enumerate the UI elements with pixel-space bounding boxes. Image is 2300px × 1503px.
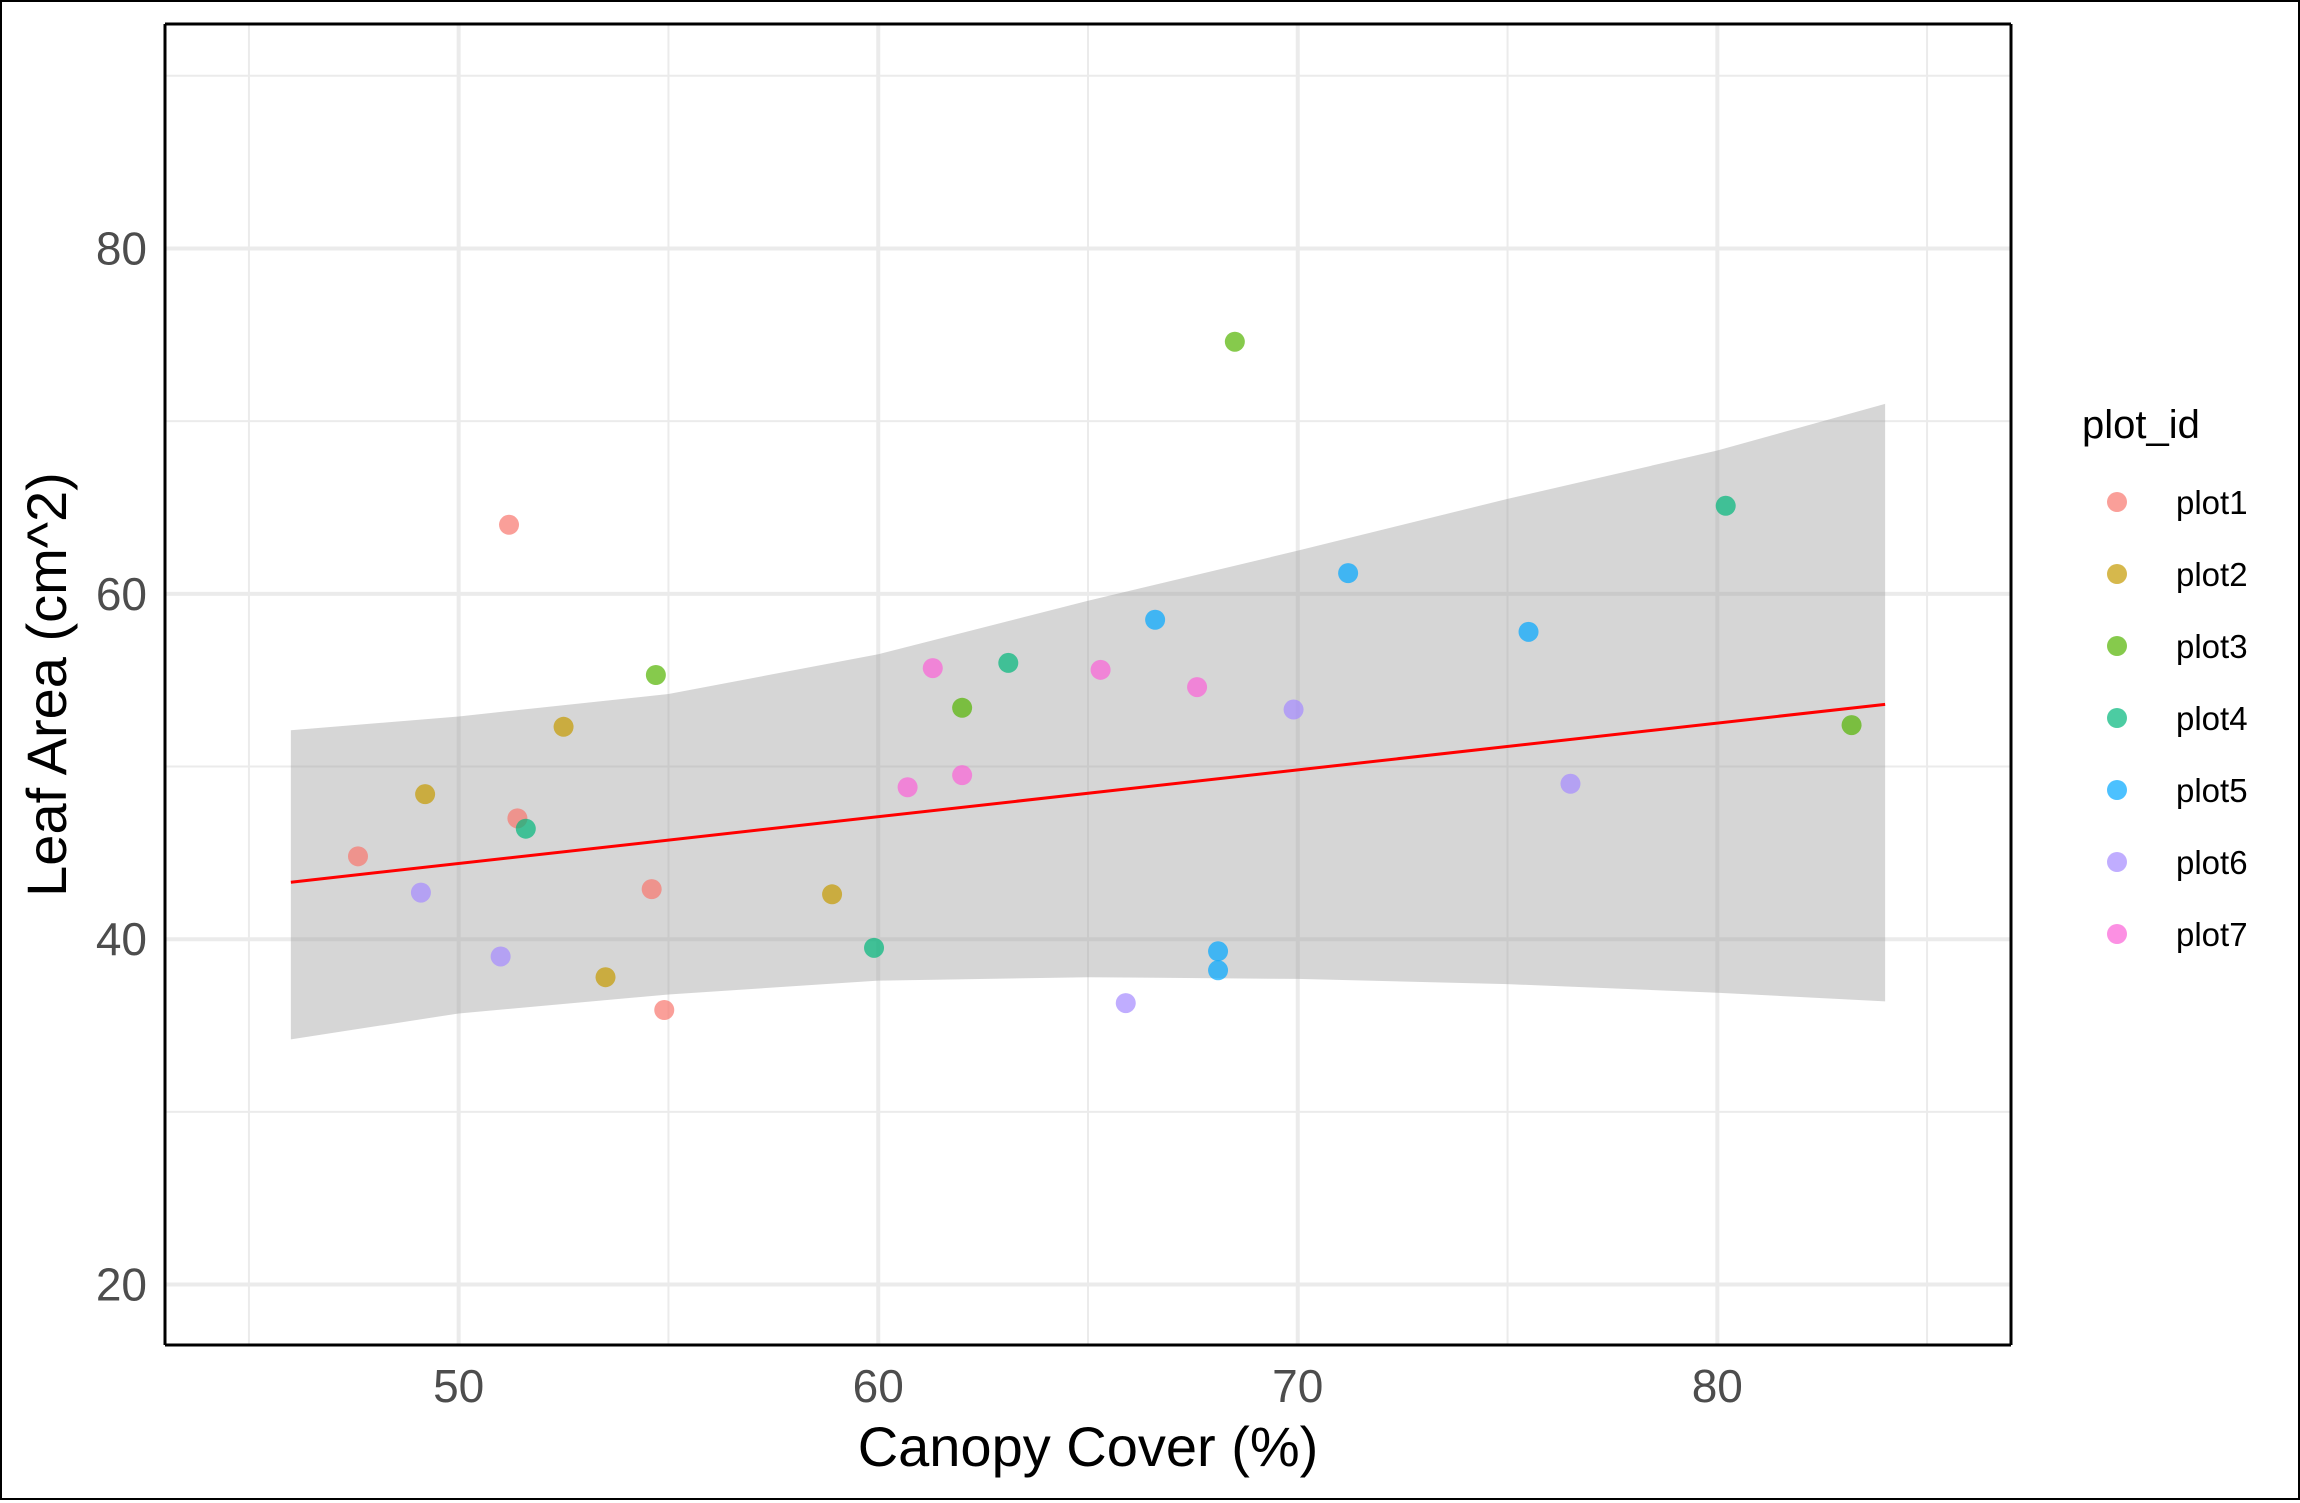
data-point-plot1 xyxy=(641,879,662,900)
legend-key-plot7 xyxy=(2107,924,2127,944)
legend: plot_id plot1 plot2 plot3 plot4 plot5 plot6 pl… xyxy=(2082,403,2248,953)
data-point-plot4 xyxy=(515,818,536,839)
data-point-plot7 xyxy=(952,765,973,786)
y-tick-label: 60 xyxy=(96,568,147,620)
x-tick-label: 80 xyxy=(1692,1360,1743,1412)
legend-label: plot2 xyxy=(2176,556,2248,593)
data-point-plot5 xyxy=(1338,563,1359,584)
data-point-plot7 xyxy=(1187,677,1208,698)
data-point-plot5 xyxy=(1208,960,1229,981)
x-axis-title: Canopy Cover (%) xyxy=(858,1415,1319,1478)
data-point-plot1 xyxy=(654,1000,675,1021)
legend-label: plot1 xyxy=(2176,484,2248,521)
x-tick-label: 60 xyxy=(853,1360,904,1412)
x-tick-label: 70 xyxy=(1272,1360,1323,1412)
legend-key-plot6 xyxy=(2107,852,2127,872)
data-point-plot5 xyxy=(1208,941,1229,962)
data-point-plot7 xyxy=(922,658,943,679)
data-point-plot7 xyxy=(1090,659,1111,680)
y-axis-ticks: 20 40 60 80 xyxy=(96,222,147,1310)
legend-key-plot2 xyxy=(2107,564,2127,584)
data-points xyxy=(347,331,1862,1021)
legend-label: plot3 xyxy=(2176,628,2248,665)
legend-key-plot1 xyxy=(2107,492,2127,512)
data-point-plot5 xyxy=(1518,621,1539,642)
data-point-plot5 xyxy=(1145,609,1166,630)
data-point-plot6 xyxy=(1283,699,1304,720)
data-point-plot6 xyxy=(410,882,431,903)
data-point-plot4 xyxy=(998,652,1019,673)
y-tick-label: 80 xyxy=(96,222,147,274)
legend-label: plot7 xyxy=(2176,916,2248,953)
data-point-plot3 xyxy=(1224,331,1245,352)
grid-major xyxy=(165,24,2011,1345)
data-point-plot2 xyxy=(415,784,436,805)
confidence-band xyxy=(290,403,1886,1040)
legend-key-plot3 xyxy=(2107,636,2127,656)
legend-title: plot_id xyxy=(2082,403,2200,447)
data-point-plot6 xyxy=(1560,773,1581,794)
legend-key-plot4 xyxy=(2107,708,2127,728)
legend-label: plot4 xyxy=(2176,700,2248,737)
trend-line xyxy=(290,702,1886,884)
data-point-plot6 xyxy=(1115,993,1136,1014)
y-axis-title: Leaf Area (cm^2) xyxy=(15,472,78,897)
panel-border xyxy=(163,22,2013,1347)
legend-label: plot5 xyxy=(2176,772,2248,809)
data-point-plot3 xyxy=(952,697,973,718)
y-tick-label: 20 xyxy=(96,1259,147,1311)
x-tick-label: 50 xyxy=(433,1360,484,1412)
data-point-plot3 xyxy=(1841,715,1862,736)
data-point-plot1 xyxy=(347,846,368,867)
y-tick-label: 40 xyxy=(96,913,147,965)
data-point-plot2 xyxy=(553,716,574,737)
data-point-plot1 xyxy=(499,514,520,535)
data-point-plot4 xyxy=(864,937,885,958)
data-point-plot4 xyxy=(1715,495,1736,516)
data-point-plot2 xyxy=(822,884,843,905)
x-axis-ticks: 50 60 70 80 xyxy=(433,1360,1743,1412)
data-point-plot2 xyxy=(595,967,616,988)
legend-key-plot5 xyxy=(2107,780,2127,800)
grid-minor xyxy=(165,24,2011,1345)
data-point-plot6 xyxy=(490,946,511,967)
data-point-plot7 xyxy=(897,777,918,798)
legend-label: plot6 xyxy=(2176,844,2248,881)
data-point-plot3 xyxy=(645,665,666,686)
